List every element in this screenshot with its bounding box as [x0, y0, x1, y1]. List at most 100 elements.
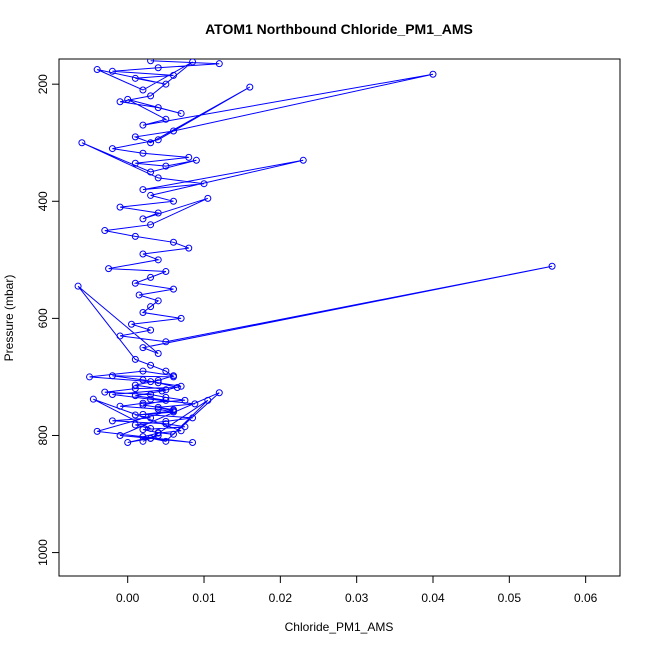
- data-point: [147, 361, 155, 369]
- data-point: [139, 367, 147, 375]
- data-point: [181, 423, 189, 431]
- data-point: [200, 180, 208, 188]
- data-point: [139, 149, 147, 157]
- data-point: [131, 392, 139, 400]
- data-point: [162, 396, 170, 404]
- data-point: [86, 373, 94, 381]
- data-point: [169, 197, 177, 205]
- data-point: [177, 427, 185, 435]
- data-point: [169, 430, 177, 438]
- data-point: [147, 424, 155, 432]
- data-point: [169, 406, 177, 414]
- data-point: [169, 285, 177, 293]
- data-point: [101, 388, 109, 396]
- data-point: [131, 74, 139, 82]
- data-point: [169, 238, 177, 246]
- data-point: [162, 115, 170, 123]
- data-point: [162, 420, 170, 428]
- x-tick-label: 0.02: [269, 591, 293, 605]
- plot-area: [74, 59, 556, 447]
- data-point: [139, 186, 147, 194]
- data-point: [162, 417, 170, 425]
- data-point: [147, 414, 155, 422]
- data-point: [173, 383, 181, 391]
- data-point: [116, 431, 124, 439]
- data-point: [131, 385, 139, 393]
- data-point: [162, 393, 170, 401]
- data-point: [139, 344, 147, 352]
- data-point: [181, 396, 189, 404]
- data-point: [154, 376, 162, 384]
- data-point: [139, 86, 147, 94]
- data-point: [154, 431, 162, 439]
- data-point: [147, 378, 155, 386]
- data-point: [299, 156, 307, 164]
- data-point: [185, 244, 193, 252]
- data-point: [189, 59, 197, 66]
- data-point: [189, 439, 197, 447]
- data-point: [131, 133, 139, 141]
- x-tick-label: 0.04: [421, 591, 445, 605]
- data-point: [154, 429, 162, 437]
- x-axis: 0.00 0.01 0.02 0.03 0.04 0.05 0.06: [116, 575, 598, 605]
- data-point: [108, 390, 116, 398]
- data-point: [177, 109, 185, 117]
- data-point: [139, 437, 147, 445]
- x-tick-label: 0.06: [574, 591, 598, 605]
- data-point: [162, 80, 170, 88]
- data-point: [147, 395, 155, 403]
- data-point: [147, 168, 155, 176]
- data-point: [169, 71, 177, 79]
- data-point: [131, 232, 139, 240]
- y-tick-label: 200: [36, 74, 50, 94]
- data-point: [154, 104, 162, 112]
- data-point: [135, 291, 143, 299]
- y-tick-label: 400: [36, 191, 50, 211]
- y-tick-label: 1000: [36, 539, 50, 566]
- data-point: [147, 92, 155, 100]
- data-point: [124, 95, 132, 103]
- data-point: [154, 136, 162, 144]
- y-axis-label: Pressure (mbar): [2, 275, 16, 362]
- data-point: [177, 382, 185, 390]
- data-point: [139, 410, 147, 418]
- data-point: [124, 439, 132, 447]
- data-point: [162, 162, 170, 170]
- data-point: [154, 64, 162, 72]
- data-point: [89, 395, 97, 403]
- x-axis-label: Chloride_PM1_AMS: [285, 620, 394, 634]
- data-point: [116, 332, 124, 340]
- data-point: [158, 387, 166, 395]
- data-point: [108, 417, 116, 425]
- data-point: [154, 297, 162, 305]
- data-point: [177, 314, 185, 322]
- data-point: [215, 389, 223, 397]
- data-point: [147, 303, 155, 311]
- data-point: [162, 338, 170, 346]
- data-point: [154, 256, 162, 264]
- data-point: [162, 268, 170, 276]
- x-tick-label: 0.05: [498, 591, 522, 605]
- data-point: [189, 414, 197, 422]
- data-point: [131, 421, 139, 429]
- data-point: [147, 326, 155, 334]
- data-point: [147, 221, 155, 229]
- data-point: [139, 426, 147, 434]
- data-point: [162, 386, 170, 394]
- data-point: [131, 381, 139, 389]
- data-point: [185, 153, 193, 161]
- data-point: [154, 403, 162, 411]
- data-point: [139, 376, 147, 384]
- y-tick-label: 800: [36, 425, 50, 445]
- data-point: [147, 139, 155, 147]
- data-point: [246, 83, 254, 91]
- data-point: [139, 250, 147, 258]
- data-point: [116, 402, 124, 410]
- data-point: [154, 379, 162, 387]
- data-point: [429, 70, 437, 78]
- x-tick-label: 0.01: [192, 591, 216, 605]
- data-point: [93, 427, 101, 435]
- data-point: [191, 400, 199, 408]
- data-point: [131, 411, 139, 419]
